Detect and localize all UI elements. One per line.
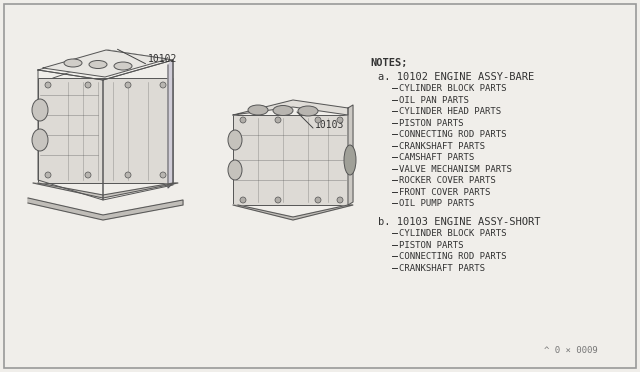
Circle shape xyxy=(160,172,166,178)
Ellipse shape xyxy=(89,61,107,68)
Text: CYLINDER BLOCK PARTS: CYLINDER BLOCK PARTS xyxy=(399,84,506,93)
Polygon shape xyxy=(33,183,178,198)
Polygon shape xyxy=(233,100,348,115)
Polygon shape xyxy=(233,205,353,220)
Ellipse shape xyxy=(298,106,318,116)
Text: FRONT COVER PARTS: FRONT COVER PARTS xyxy=(399,188,490,197)
Ellipse shape xyxy=(228,160,242,180)
Circle shape xyxy=(85,82,91,88)
Circle shape xyxy=(125,172,131,178)
Text: PISTON PARTS: PISTON PARTS xyxy=(399,119,463,128)
Text: NOTES;: NOTES; xyxy=(370,58,408,68)
Polygon shape xyxy=(348,105,353,205)
Ellipse shape xyxy=(32,129,48,151)
Text: ^ 0 × 0009: ^ 0 × 0009 xyxy=(544,346,598,355)
Circle shape xyxy=(45,82,51,88)
Circle shape xyxy=(160,82,166,88)
Circle shape xyxy=(85,172,91,178)
Polygon shape xyxy=(28,198,183,220)
Text: CONNECTING ROD PARTS: CONNECTING ROD PARTS xyxy=(399,131,506,140)
Text: ROCKER COVER PARTS: ROCKER COVER PARTS xyxy=(399,176,496,186)
Text: 10103: 10103 xyxy=(315,120,344,130)
Text: b. 10103 ENGINE ASSY-SHORT: b. 10103 ENGINE ASSY-SHORT xyxy=(378,217,541,227)
Polygon shape xyxy=(168,60,173,188)
Circle shape xyxy=(275,117,281,123)
Circle shape xyxy=(315,117,321,123)
Text: 10102: 10102 xyxy=(148,54,177,64)
Ellipse shape xyxy=(64,59,82,67)
Circle shape xyxy=(337,197,343,203)
Text: OIL PAN PARTS: OIL PAN PARTS xyxy=(399,96,469,105)
Text: VALVE MECHANISM PARTS: VALVE MECHANISM PARTS xyxy=(399,165,512,174)
Text: CRANKSHAFT PARTS: CRANKSHAFT PARTS xyxy=(399,142,485,151)
FancyBboxPatch shape xyxy=(4,4,636,368)
Text: PISTON PARTS: PISTON PARTS xyxy=(399,241,463,250)
Ellipse shape xyxy=(228,130,242,150)
Text: CYLINDER BLOCK PARTS: CYLINDER BLOCK PARTS xyxy=(399,230,506,238)
Ellipse shape xyxy=(32,99,48,121)
Ellipse shape xyxy=(114,62,132,70)
Circle shape xyxy=(240,117,246,123)
FancyBboxPatch shape xyxy=(38,78,173,183)
Text: CRANKSHAFT PARTS: CRANKSHAFT PARTS xyxy=(399,264,485,273)
Circle shape xyxy=(337,117,343,123)
Circle shape xyxy=(240,197,246,203)
Ellipse shape xyxy=(273,106,293,115)
Text: CYLINDER HEAD PARTS: CYLINDER HEAD PARTS xyxy=(399,108,501,116)
Text: a. 10102 ENGINE ASSY-BARE: a. 10102 ENGINE ASSY-BARE xyxy=(378,72,534,82)
Text: OIL PUMP PARTS: OIL PUMP PARTS xyxy=(399,199,474,208)
Text: CAMSHAFT PARTS: CAMSHAFT PARTS xyxy=(399,153,474,163)
Text: CONNECTING ROD PARTS: CONNECTING ROD PARTS xyxy=(399,252,506,262)
Polygon shape xyxy=(43,50,168,77)
Circle shape xyxy=(315,197,321,203)
Circle shape xyxy=(275,197,281,203)
Ellipse shape xyxy=(248,105,268,115)
Circle shape xyxy=(125,82,131,88)
FancyBboxPatch shape xyxy=(233,115,348,205)
Circle shape xyxy=(45,172,51,178)
Ellipse shape xyxy=(344,145,356,175)
